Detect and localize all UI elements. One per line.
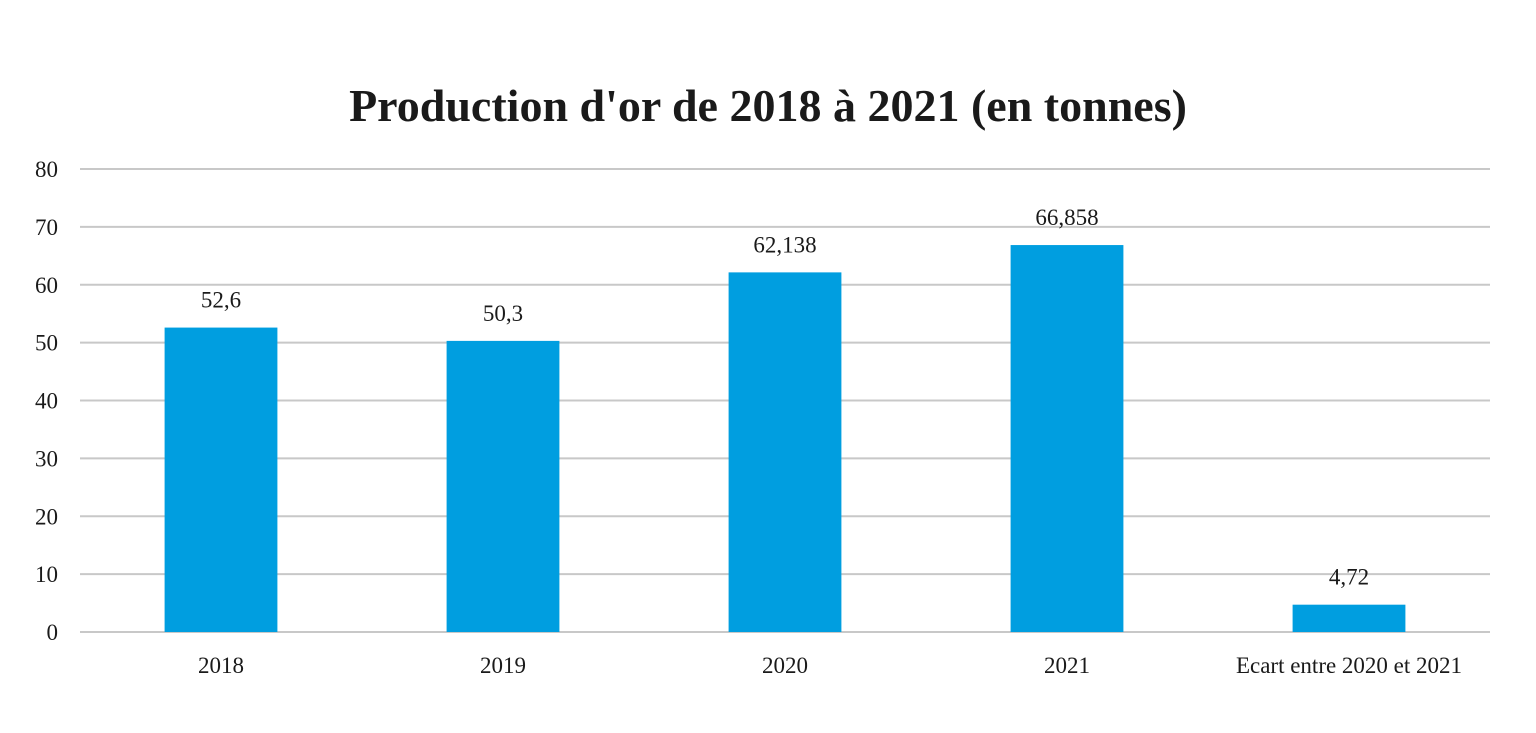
y-tick-label: 50 <box>35 331 58 356</box>
data-label: 62,138 <box>753 232 816 257</box>
data-label: 4,72 <box>1329 565 1369 590</box>
y-tick-label: 30 <box>35 446 58 471</box>
y-tick-label: 20 <box>35 504 58 529</box>
y-tick-label: 70 <box>35 215 58 240</box>
y-tick-label: 80 <box>35 157 58 182</box>
x-axis: 2018 2019 2020 2021 Ecart entre 2020 et 2021 <box>198 653 1462 678</box>
bars <box>164 245 1406 632</box>
y-tick-label: 0 <box>47 620 59 645</box>
bar <box>1010 245 1124 632</box>
x-tick-label: Ecart entre 2020 et 2021 <box>1236 653 1462 678</box>
bar <box>728 272 842 632</box>
y-tick-label: 60 <box>35 273 58 298</box>
y-tick-label: 40 <box>35 389 58 414</box>
data-label: 52,6 <box>201 288 241 313</box>
x-tick-label: 2018 <box>198 653 244 678</box>
x-tick-label: 2020 <box>762 653 808 678</box>
data-label: 66,858 <box>1035 205 1098 230</box>
x-tick-label: 2021 <box>1044 653 1090 678</box>
y-tick-label: 10 <box>35 562 58 587</box>
y-axis: 0 10 20 30 40 50 60 70 80 <box>35 157 58 645</box>
x-tick-label: 2019 <box>480 653 526 678</box>
bar <box>446 340 560 632</box>
data-labels: 52,6 50,3 62,138 66,858 4,72 <box>201 205 1369 590</box>
bar <box>1292 604 1406 632</box>
chart-title: Production d'or de 2018 à 2021 (en tonne… <box>349 80 1187 131</box>
bar <box>164 327 278 632</box>
data-label: 50,3 <box>483 301 523 326</box>
